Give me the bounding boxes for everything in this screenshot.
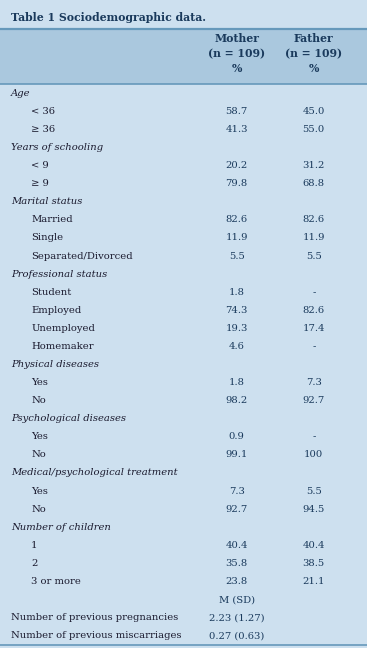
Text: -: - — [312, 342, 316, 351]
Text: M (SD): M (SD) — [219, 595, 255, 604]
Text: 82.6: 82.6 — [303, 306, 325, 315]
Text: No: No — [31, 450, 46, 459]
Text: Age: Age — [11, 89, 30, 98]
Text: 40.4: 40.4 — [225, 541, 248, 550]
Text: ≥ 36: ≥ 36 — [31, 125, 55, 134]
Text: 7.3: 7.3 — [306, 378, 322, 387]
Text: ≥ 9: ≥ 9 — [31, 179, 49, 188]
Text: 3 or more: 3 or more — [31, 577, 81, 586]
Text: 20.2: 20.2 — [226, 161, 248, 170]
Text: Years of schooling: Years of schooling — [11, 143, 103, 152]
Text: 58.7: 58.7 — [226, 107, 248, 116]
Text: 4.6: 4.6 — [229, 342, 245, 351]
Text: 94.5: 94.5 — [303, 505, 325, 514]
Text: 45.0: 45.0 — [303, 107, 325, 116]
Text: 31.2: 31.2 — [303, 161, 325, 170]
Text: No: No — [31, 396, 46, 405]
Text: Number of previous pregnancies: Number of previous pregnancies — [11, 613, 178, 622]
Text: Medical/psychological treatment: Medical/psychological treatment — [11, 469, 178, 478]
Text: 2.23 (1.27): 2.23 (1.27) — [209, 613, 265, 622]
Text: 11.9: 11.9 — [225, 233, 248, 242]
Text: Marital status: Marital status — [11, 197, 82, 206]
Text: Homemaker: Homemaker — [31, 342, 94, 351]
Text: Number of previous miscarriages: Number of previous miscarriages — [11, 631, 182, 640]
Text: 1.8: 1.8 — [229, 288, 245, 297]
Text: 100: 100 — [304, 450, 323, 459]
Text: 68.8: 68.8 — [303, 179, 325, 188]
Text: Yes: Yes — [31, 432, 48, 441]
Text: Married: Married — [31, 215, 73, 224]
Text: Father
(n = 109)
%: Father (n = 109) % — [285, 33, 342, 74]
Text: Yes: Yes — [31, 378, 48, 387]
Text: 11.9: 11.9 — [302, 233, 325, 242]
Text: 41.3: 41.3 — [225, 125, 248, 134]
Text: 92.7: 92.7 — [226, 505, 248, 514]
Text: 92.7: 92.7 — [303, 396, 325, 405]
Text: Mother
(n = 109)
%: Mother (n = 109) % — [208, 33, 265, 74]
Text: 19.3: 19.3 — [226, 324, 248, 333]
Text: 21.1: 21.1 — [302, 577, 325, 586]
Text: 38.5: 38.5 — [303, 559, 325, 568]
Text: 74.3: 74.3 — [226, 306, 248, 315]
Text: 79.8: 79.8 — [226, 179, 248, 188]
Text: Unemployed: Unemployed — [31, 324, 95, 333]
Text: 7.3: 7.3 — [229, 487, 245, 496]
Text: Single: Single — [31, 233, 63, 242]
Text: 98.2: 98.2 — [226, 396, 248, 405]
Text: < 9: < 9 — [31, 161, 49, 170]
Text: 5.5: 5.5 — [306, 251, 322, 260]
Text: 23.8: 23.8 — [226, 577, 248, 586]
Text: 17.4: 17.4 — [302, 324, 325, 333]
Text: Separated/Divorced: Separated/Divorced — [31, 251, 133, 260]
Text: 82.6: 82.6 — [303, 215, 325, 224]
Text: Psychological diseases: Psychological diseases — [11, 414, 126, 423]
Text: Employed: Employed — [31, 306, 81, 315]
Text: 0.27 (0.63): 0.27 (0.63) — [209, 631, 264, 640]
Text: Yes: Yes — [31, 487, 48, 496]
Text: -: - — [312, 288, 316, 297]
Text: Number of children: Number of children — [11, 523, 111, 532]
Text: -: - — [312, 432, 316, 441]
Text: 40.4: 40.4 — [302, 541, 325, 550]
Text: 5.5: 5.5 — [229, 251, 245, 260]
Text: 2: 2 — [31, 559, 37, 568]
Text: 35.8: 35.8 — [226, 559, 248, 568]
Text: Student: Student — [31, 288, 72, 297]
Text: 82.6: 82.6 — [226, 215, 248, 224]
Text: 1: 1 — [31, 541, 38, 550]
Text: 1.8: 1.8 — [229, 378, 245, 387]
Bar — [0, 29, 367, 84]
Text: No: No — [31, 505, 46, 514]
Text: 55.0: 55.0 — [303, 125, 325, 134]
Text: Physical diseases: Physical diseases — [11, 360, 99, 369]
Text: Table 1 Sociodemographic data.: Table 1 Sociodemographic data. — [11, 12, 206, 23]
Text: 99.1: 99.1 — [226, 450, 248, 459]
Text: Professional status: Professional status — [11, 270, 107, 279]
Text: 5.5: 5.5 — [306, 487, 322, 496]
Text: 0.9: 0.9 — [229, 432, 245, 441]
Text: < 36: < 36 — [31, 107, 55, 116]
